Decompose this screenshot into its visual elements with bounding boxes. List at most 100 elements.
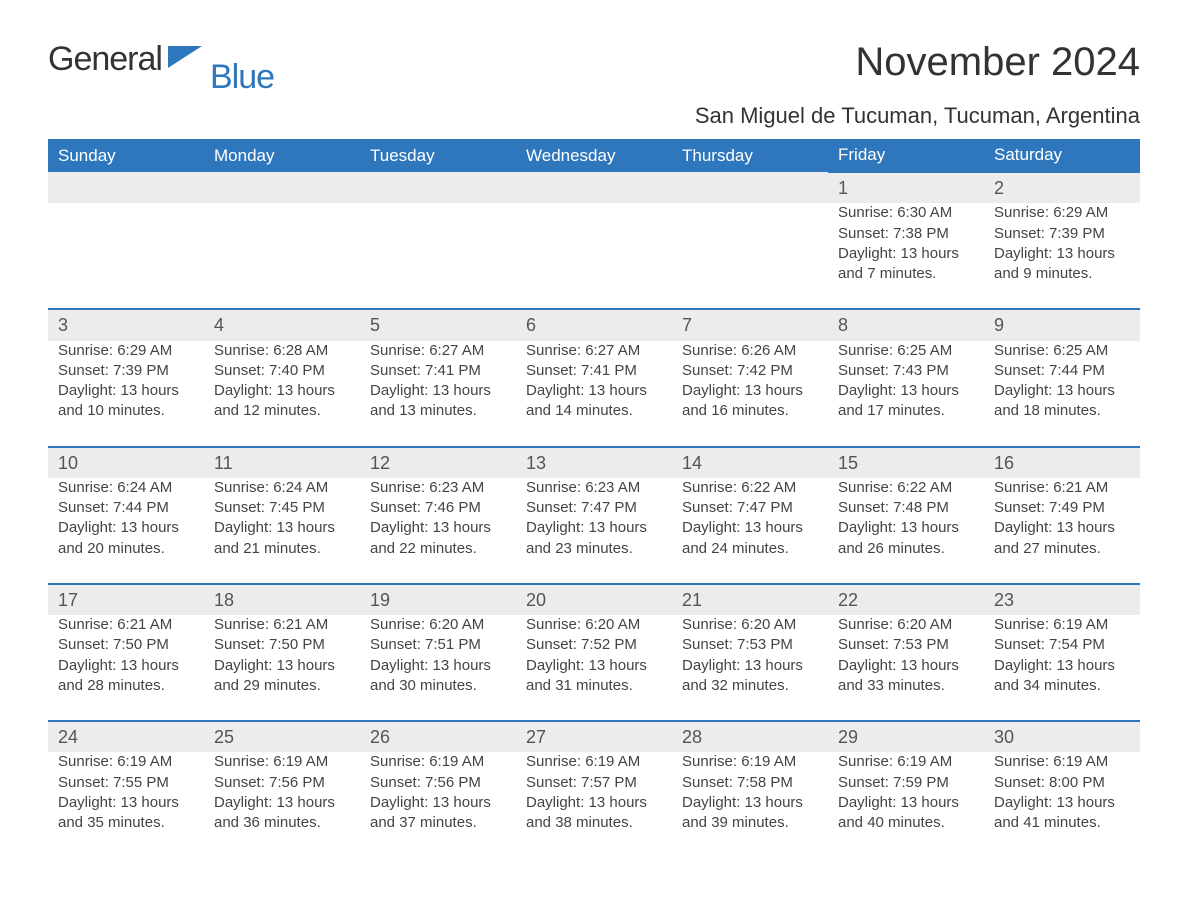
calendar-day-number: 6 bbox=[516, 309, 672, 340]
sunrise-text: Sunrise: 6:23 AM bbox=[526, 478, 662, 498]
daylight-text: Daylight: 13 hours and 20 minutes. bbox=[58, 518, 194, 559]
calendar-day-cell: Sunrise: 6:20 AMSunset: 7:53 PMDaylight:… bbox=[672, 615, 828, 721]
calendar-day-number: 16 bbox=[984, 447, 1140, 478]
calendar-day-cell: Sunrise: 6:20 AMSunset: 7:53 PMDaylight:… bbox=[828, 615, 984, 721]
page-title: November 2024 bbox=[695, 40, 1140, 85]
calendar-day-number: 22 bbox=[828, 584, 984, 615]
daylight-text: Daylight: 13 hours and 30 minutes. bbox=[370, 656, 506, 697]
logo: General Blue bbox=[48, 40, 268, 79]
sunrise-text: Sunrise: 6:19 AM bbox=[994, 752, 1130, 772]
calendar-day-number: 23 bbox=[984, 584, 1140, 615]
calendar-empty-cell bbox=[672, 172, 828, 203]
sunset-text: Sunset: 7:48 PM bbox=[838, 498, 974, 518]
calendar-day-number: 11 bbox=[204, 447, 360, 478]
daylight-text: Daylight: 13 hours and 39 minutes. bbox=[682, 793, 818, 834]
calendar-day-cell: Sunrise: 6:22 AMSunset: 7:48 PMDaylight:… bbox=[828, 478, 984, 584]
calendar-day-cell: Sunrise: 6:21 AMSunset: 7:50 PMDaylight:… bbox=[204, 615, 360, 721]
day-header: Monday bbox=[204, 139, 360, 172]
sunrise-text: Sunrise: 6:20 AM bbox=[682, 615, 818, 635]
calendar-day-number: 21 bbox=[672, 584, 828, 615]
sunrise-text: Sunrise: 6:21 AM bbox=[994, 478, 1130, 498]
sunset-text: Sunset: 7:44 PM bbox=[58, 498, 194, 518]
calendar-day-number: 9 bbox=[984, 309, 1140, 340]
sunset-text: Sunset: 7:39 PM bbox=[994, 224, 1130, 244]
daylight-text: Daylight: 13 hours and 26 minutes. bbox=[838, 518, 974, 559]
sunrise-text: Sunrise: 6:30 AM bbox=[838, 203, 974, 223]
sunset-text: Sunset: 7:52 PM bbox=[526, 635, 662, 655]
calendar-day-number: 13 bbox=[516, 447, 672, 478]
sunrise-text: Sunrise: 6:24 AM bbox=[58, 478, 194, 498]
sunrise-text: Sunrise: 6:19 AM bbox=[214, 752, 350, 772]
calendar-day-number: 15 bbox=[828, 447, 984, 478]
calendar-day-cell: Sunrise: 6:25 AMSunset: 7:43 PMDaylight:… bbox=[828, 341, 984, 447]
calendar-day-number: 4 bbox=[204, 309, 360, 340]
sunrise-text: Sunrise: 6:21 AM bbox=[214, 615, 350, 635]
calendar-empty-cell bbox=[360, 203, 516, 309]
calendar-day-number: 5 bbox=[360, 309, 516, 340]
sunset-text: Sunset: 7:56 PM bbox=[214, 773, 350, 793]
sunset-text: Sunset: 7:41 PM bbox=[370, 361, 506, 381]
calendar-day-number: 12 bbox=[360, 447, 516, 478]
calendar-day-number: 28 bbox=[672, 721, 828, 752]
sunset-text: Sunset: 7:51 PM bbox=[370, 635, 506, 655]
location-subtitle: San Miguel de Tucuman, Tucuman, Argentin… bbox=[695, 103, 1140, 129]
daylight-text: Daylight: 13 hours and 34 minutes. bbox=[994, 656, 1130, 697]
calendar-day-number: 14 bbox=[672, 447, 828, 478]
calendar-day-cell: Sunrise: 6:19 AMSunset: 7:56 PMDaylight:… bbox=[360, 752, 516, 857]
day-header: Wednesday bbox=[516, 139, 672, 172]
daylight-text: Daylight: 13 hours and 14 minutes. bbox=[526, 381, 662, 422]
calendar-day-number: 7 bbox=[672, 309, 828, 340]
sunset-text: Sunset: 7:45 PM bbox=[214, 498, 350, 518]
daylight-text: Daylight: 13 hours and 36 minutes. bbox=[214, 793, 350, 834]
daylight-text: Daylight: 13 hours and 41 minutes. bbox=[994, 793, 1130, 834]
calendar-empty-cell bbox=[204, 203, 360, 309]
calendar-empty-cell bbox=[204, 172, 360, 203]
calendar-day-cell: Sunrise: 6:20 AMSunset: 7:51 PMDaylight:… bbox=[360, 615, 516, 721]
sunset-text: Sunset: 7:40 PM bbox=[214, 361, 350, 381]
sunrise-text: Sunrise: 6:19 AM bbox=[994, 615, 1130, 635]
calendar-day-number: 17 bbox=[48, 584, 204, 615]
calendar-day-cell: Sunrise: 6:22 AMSunset: 7:47 PMDaylight:… bbox=[672, 478, 828, 584]
calendar-day-number: 26 bbox=[360, 721, 516, 752]
daylight-text: Daylight: 13 hours and 40 minutes. bbox=[838, 793, 974, 834]
daylight-text: Daylight: 13 hours and 9 minutes. bbox=[994, 244, 1130, 285]
daylight-text: Daylight: 13 hours and 7 minutes. bbox=[838, 244, 974, 285]
daylight-text: Daylight: 13 hours and 28 minutes. bbox=[58, 656, 194, 697]
calendar-day-cell: Sunrise: 6:29 AMSunset: 7:39 PMDaylight:… bbox=[984, 203, 1140, 309]
daylight-text: Daylight: 13 hours and 23 minutes. bbox=[526, 518, 662, 559]
sunset-text: Sunset: 7:54 PM bbox=[994, 635, 1130, 655]
calendar-day-cell: Sunrise: 6:19 AMSunset: 7:59 PMDaylight:… bbox=[828, 752, 984, 857]
calendar-empty-cell bbox=[516, 172, 672, 203]
daylight-text: Daylight: 13 hours and 38 minutes. bbox=[526, 793, 662, 834]
sunset-text: Sunset: 7:56 PM bbox=[370, 773, 506, 793]
daylight-text: Daylight: 13 hours and 21 minutes. bbox=[214, 518, 350, 559]
calendar-day-cell: Sunrise: 6:24 AMSunset: 7:44 PMDaylight:… bbox=[48, 478, 204, 584]
calendar-empty-cell bbox=[516, 203, 672, 309]
sunrise-text: Sunrise: 6:24 AM bbox=[214, 478, 350, 498]
calendar-day-number: 24 bbox=[48, 721, 204, 752]
day-header: Sunday bbox=[48, 139, 204, 172]
calendar-empty-cell bbox=[48, 203, 204, 309]
daylight-text: Daylight: 13 hours and 17 minutes. bbox=[838, 381, 974, 422]
calendar-day-number: 19 bbox=[360, 584, 516, 615]
sunset-text: Sunset: 7:50 PM bbox=[214, 635, 350, 655]
sunrise-text: Sunrise: 6:26 AM bbox=[682, 341, 818, 361]
calendar-day-cell: Sunrise: 6:23 AMSunset: 7:47 PMDaylight:… bbox=[516, 478, 672, 584]
day-header: Saturday bbox=[984, 139, 1140, 172]
sunrise-text: Sunrise: 6:25 AM bbox=[994, 341, 1130, 361]
sunrise-text: Sunrise: 6:22 AM bbox=[838, 478, 974, 498]
calendar-day-cell: Sunrise: 6:21 AMSunset: 7:50 PMDaylight:… bbox=[48, 615, 204, 721]
calendar-day-number: 29 bbox=[828, 721, 984, 752]
sunset-text: Sunset: 7:43 PM bbox=[838, 361, 974, 381]
sunrise-text: Sunrise: 6:19 AM bbox=[838, 752, 974, 772]
daylight-text: Daylight: 13 hours and 16 minutes. bbox=[682, 381, 818, 422]
calendar-day-cell: Sunrise: 6:19 AMSunset: 7:56 PMDaylight:… bbox=[204, 752, 360, 857]
sunset-text: Sunset: 7:38 PM bbox=[838, 224, 974, 244]
calendar-table: SundayMondayTuesdayWednesdayThursdayFrid… bbox=[48, 139, 1140, 857]
sunrise-text: Sunrise: 6:20 AM bbox=[370, 615, 506, 635]
calendar-day-cell: Sunrise: 6:24 AMSunset: 7:45 PMDaylight:… bbox=[204, 478, 360, 584]
calendar-day-number: 3 bbox=[48, 309, 204, 340]
calendar-day-number: 10 bbox=[48, 447, 204, 478]
calendar-day-cell: Sunrise: 6:30 AMSunset: 7:38 PMDaylight:… bbox=[828, 203, 984, 309]
calendar-day-number: 25 bbox=[204, 721, 360, 752]
